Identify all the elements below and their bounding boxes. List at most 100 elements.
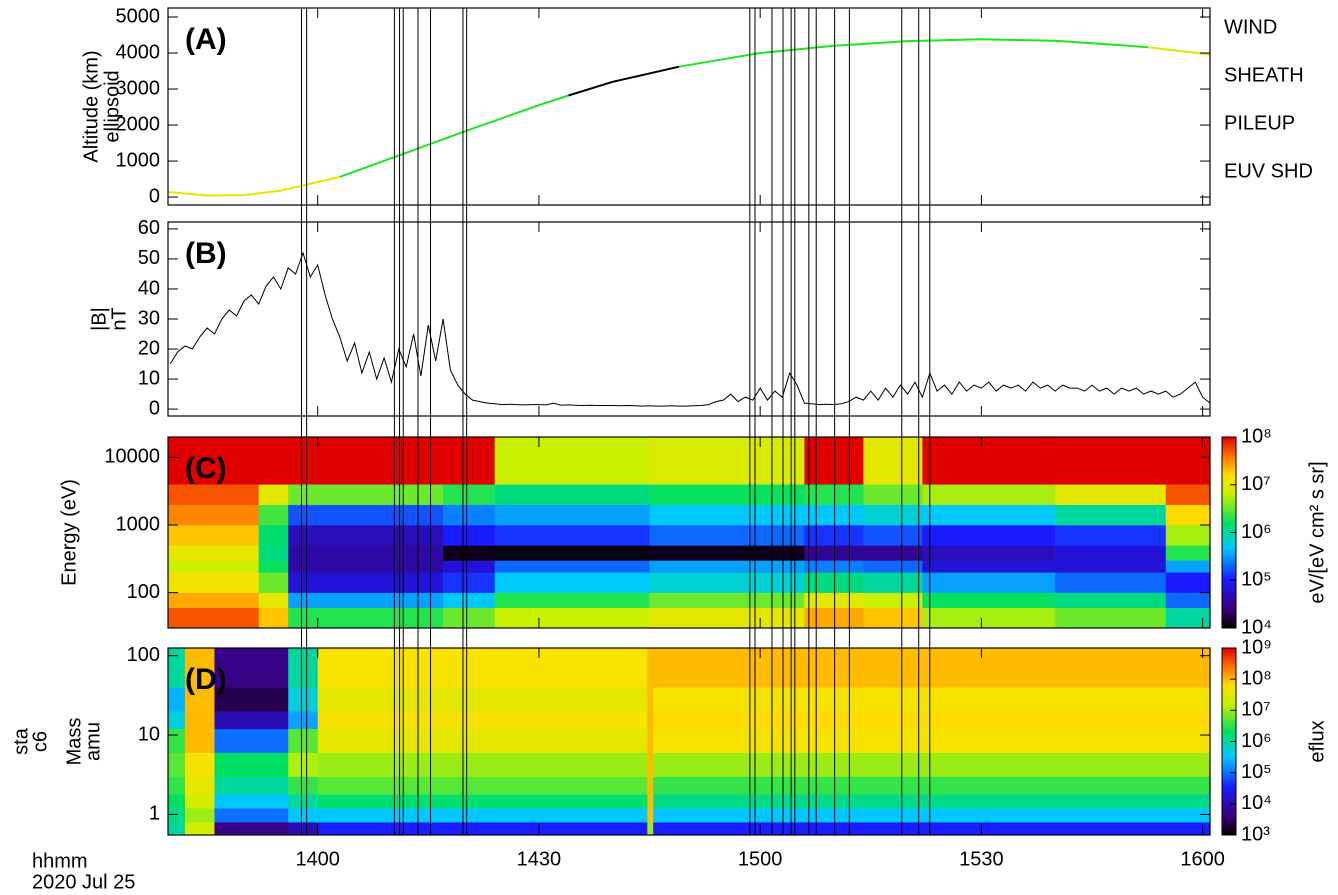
data-line [167,46,1211,197]
heatmap-cell [863,607,923,629]
heatmap-cell [184,776,215,795]
heatmap-cell [494,504,650,526]
heatmap-cell [1165,437,1211,485]
heatmap-cell [443,484,495,505]
legend-entry: SHEATH [1224,64,1304,86]
y-axis-label: Altitude (km) [80,50,102,162]
heatmap-cell [258,524,289,546]
heatmap-cell [649,504,805,526]
heatmap-cell [922,572,1056,593]
heatmap-cell [288,808,318,823]
heatmap-cell [1165,560,1211,573]
heatmap-cell [168,794,186,809]
heatmap-cell [168,524,260,546]
heatmap-cell [258,560,289,573]
heatmap-cell [649,572,805,593]
colorbar-tick-label: 10⁵ [1241,761,1272,783]
heatmap-cell [288,504,444,526]
heatmap-cell [653,776,1211,795]
heatmap-cell [184,687,215,712]
heatmap-cell [494,484,650,505]
heatmap-cell [288,437,444,485]
heatmap-cell [494,592,650,608]
heatmap-cell [1055,592,1167,608]
heatmap-cell [922,560,1056,573]
heatmap-cell [288,728,318,753]
y-tick-label: 50 [138,247,160,269]
colorbar-tick-label: 10³ [1241,823,1270,845]
heatmap-cell [1165,572,1211,593]
heatmap-cell [649,545,805,561]
y-tick-label: 100 [127,644,160,666]
x-axis-label: hhmm [32,850,88,872]
heatmap-cell [168,687,186,712]
heatmap-cell [184,711,215,730]
heatmap-cell [863,560,923,573]
heatmap-cell [288,524,444,546]
heatmap-cell [317,794,648,809]
heatmap-cell [804,572,864,593]
heatmap-cell [863,484,923,505]
heatmap-cell [922,484,1056,505]
x-tick-label: 1430 [517,848,562,870]
heatmap-cell [494,607,650,629]
heatmap-cell [317,808,648,823]
heatmap-cell [649,524,805,546]
y-tick-label: 10000 [104,446,160,468]
heatmap-cell [288,687,318,712]
y-axis-label: Mass [63,718,85,766]
y-axis-label: Energy (eV) [58,479,80,586]
heatmap-cell [317,711,648,730]
heatmap-cell [494,545,650,561]
heatmap-cell [804,560,864,573]
heatmap-cell [653,752,1211,777]
heatmap-cell [1055,484,1167,505]
heatmap-cell [168,808,186,823]
y-tick-label: 40 [138,277,160,299]
heatmap-cell [288,794,318,809]
heatmap-cell [649,560,805,573]
panel-frame [167,221,1211,417]
heatmap-cell [1055,437,1167,485]
heatmap-cell [1165,504,1211,526]
heatmap-cell [1055,545,1167,561]
colorbar-tick-label: 10⁸ [1241,425,1272,447]
heatmap-cell [653,808,1211,823]
heatmap-cell [443,504,495,526]
data-line [568,65,680,97]
heatmap-cell [863,592,923,608]
heatmap-cell [168,592,260,608]
heatmap-cell [922,524,1056,546]
heatmap-cell [653,648,1211,688]
heatmap-cell [214,822,289,836]
heatmap-cell [258,484,289,505]
panel-label: (A) [185,23,227,56]
y-axis-label: nT [108,307,130,330]
colorbar-tick-label: 10⁹ [1241,636,1272,658]
legend-entry: PILEUP [1224,112,1295,134]
heatmap-cell [168,504,260,526]
instrument-label: c6 [29,731,51,752]
heatmap-cell [1055,572,1167,593]
y-tick-label: 5000 [116,5,161,27]
heatmap-cell [647,794,654,809]
heatmap-cell [168,572,260,593]
colorbar-tick-label: 10⁷ [1241,473,1270,495]
heatmap-cell [288,592,444,608]
heatmap-cell [647,711,654,730]
instrument-label: sta [10,727,32,755]
heatmap-cell [168,822,186,836]
heatmap-cell [804,437,864,485]
heatmap-cell [922,437,1056,485]
heatmap-cell [863,437,923,485]
heatmap-cell [1055,607,1167,629]
heatmap-cell [1165,484,1211,505]
y-tick-label: 20 [138,337,160,359]
heatmap-cell [168,776,186,795]
heatmap-cell [258,437,289,485]
heatmap-cell [168,648,186,688]
heatmap-cell [863,504,923,526]
heatmap-cell [214,776,289,795]
y-tick-label: 1000 [116,513,161,535]
